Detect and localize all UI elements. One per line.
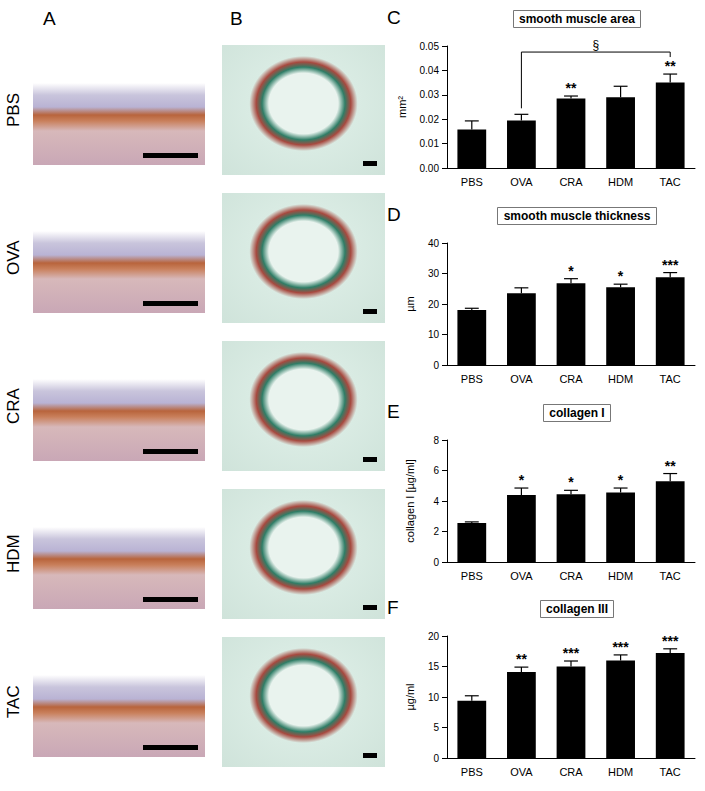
svg-text:collagen I: collagen I — [549, 406, 604, 420]
svg-text:µm: µm — [404, 296, 416, 312]
svg-text:*: * — [568, 263, 574, 279]
svg-text:20: 20 — [428, 299, 440, 310]
svg-text:smooth muscle thickness: smooth muscle thickness — [504, 209, 651, 223]
svg-text:***: *** — [662, 633, 679, 649]
svg-text:6: 6 — [433, 465, 439, 476]
svg-text:CRA: CRA — [559, 176, 583, 188]
svg-text:**: ** — [566, 80, 577, 96]
svg-text:TAC: TAC — [660, 570, 681, 582]
svg-text:CRA: CRA — [559, 570, 583, 582]
svg-text:OVA: OVA — [510, 373, 533, 385]
svg-text:0.00: 0.00 — [420, 163, 440, 174]
svg-text:µg/ml: µg/ml — [404, 683, 416, 710]
svg-text:§: § — [592, 38, 599, 52]
svg-text:**: ** — [665, 458, 676, 474]
svg-text:*: * — [618, 472, 624, 488]
svg-text:0: 0 — [433, 557, 439, 568]
html-text:B: B — [230, 8, 243, 29]
svg-text:PBS: PBS — [461, 373, 483, 385]
svg-text:D: D — [387, 204, 401, 225]
svg-text:PBS: PBS — [461, 570, 483, 582]
html-text:TAC: TAC — [4, 685, 23, 719]
svg-text:**: ** — [665, 58, 676, 74]
svg-text:HDM: HDM — [608, 570, 633, 582]
svg-text:TAC: TAC — [660, 766, 681, 778]
svg-text:smooth muscle area: smooth muscle area — [519, 12, 635, 26]
svg-text:***: *** — [563, 645, 580, 661]
svg-text:**: ** — [516, 651, 527, 667]
svg-text:HDM: HDM — [608, 373, 633, 385]
svg-text:0.03: 0.03 — [420, 89, 440, 100]
svg-text:CRA: CRA — [559, 373, 583, 385]
svg-text:mm²: mm² — [396, 96, 408, 118]
svg-text:F: F — [387, 597, 399, 618]
svg-text:collagen I [µg/ml]: collagen I [µg/ml] — [404, 459, 416, 542]
svg-text:*: * — [568, 474, 574, 490]
svg-text:10: 10 — [428, 329, 440, 340]
svg-text:C: C — [387, 7, 401, 28]
svg-text:OVA: OVA — [510, 176, 533, 188]
svg-text:0.01: 0.01 — [420, 138, 440, 149]
svg-text:CRA: CRA — [559, 766, 583, 778]
html-text:PBS: PBS — [4, 93, 23, 127]
svg-text:2: 2 — [433, 526, 439, 537]
html-text:CRA: CRA — [4, 388, 23, 424]
svg-text:40: 40 — [428, 238, 440, 249]
svg-text:10: 10 — [428, 692, 440, 703]
svg-text:HDM: HDM — [608, 176, 633, 188]
svg-text:***: *** — [662, 257, 679, 273]
svg-text:*: * — [618, 268, 624, 284]
svg-text:HDM: HDM — [608, 766, 633, 778]
svg-text:OVA: OVA — [510, 766, 533, 778]
svg-text:0: 0 — [433, 360, 439, 371]
svg-text:4: 4 — [433, 496, 439, 507]
svg-text:PBS: PBS — [461, 766, 483, 778]
html-text:A: A — [43, 8, 56, 29]
svg-text:OVA: OVA — [510, 570, 533, 582]
svg-text:PBS: PBS — [461, 176, 483, 188]
svg-text:15: 15 — [428, 661, 440, 672]
svg-text:0.04: 0.04 — [420, 65, 440, 76]
svg-text:*: * — [519, 472, 525, 488]
html-text:OVA: OVA — [4, 240, 23, 276]
html-text:HDM: HDM — [4, 534, 23, 574]
svg-text:collagen III: collagen III — [546, 602, 608, 616]
svg-text:E: E — [387, 401, 400, 422]
svg-text:***: *** — [612, 639, 629, 655]
svg-text:30: 30 — [428, 268, 440, 279]
svg-text:TAC: TAC — [660, 176, 681, 188]
svg-text:20: 20 — [428, 631, 440, 642]
svg-text:0: 0 — [433, 753, 439, 764]
svg-text:8: 8 — [433, 435, 439, 446]
svg-text:0.02: 0.02 — [420, 114, 440, 125]
svg-text:0.05: 0.05 — [420, 41, 440, 52]
svg-text:TAC: TAC — [660, 373, 681, 385]
svg-text:5: 5 — [433, 722, 439, 733]
